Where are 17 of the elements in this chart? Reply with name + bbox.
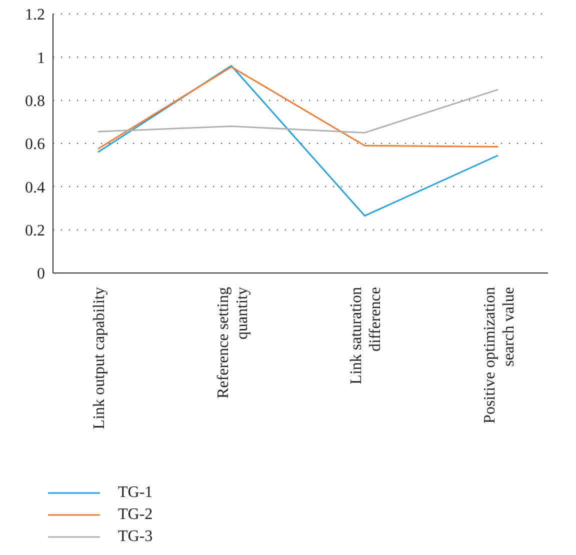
- line-series: [97, 88, 499, 134]
- line-series: [97, 66, 499, 150]
- x-tick-label: Link saturation difference: [348, 287, 384, 384]
- y-tick-label: 0.6: [25, 136, 45, 154]
- y-tick-label: 0.8: [25, 93, 45, 110]
- y-tick-label: 0.2: [25, 222, 45, 240]
- x-tick-label: Reference setting quantity: [214, 287, 251, 398]
- y-tick-label: 1.2: [25, 6, 45, 24]
- y-tick-label: 1: [37, 50, 45, 67]
- y-tick-label: 0.4: [25, 179, 45, 196]
- line-series: [97, 65, 499, 217]
- legend-label: TG-2: [118, 506, 153, 524]
- x-tick-label: Link output capability: [91, 287, 108, 430]
- legend-label: TG-3: [118, 528, 153, 546]
- y-tick-label: 0: [37, 266, 45, 283]
- legend-label: TG-1: [118, 484, 153, 502]
- x-tick-label: Positive optimization search value: [482, 287, 518, 424]
